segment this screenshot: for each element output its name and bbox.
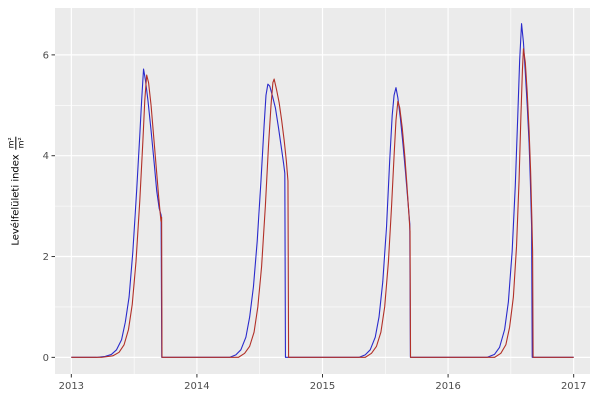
y-axis-title: Levélfelületi index m² m² — [6, 136, 26, 246]
x-axis-tick-label: 2014 — [184, 381, 209, 392]
unit-denominator: m² — [16, 137, 26, 149]
x-axis-tick-label: 2015 — [310, 381, 335, 392]
x-axis-tick-label: 2013 — [59, 381, 84, 392]
x-axis-tick-label: 2017 — [561, 381, 586, 392]
y-axis-tick-label: 6 — [43, 50, 49, 61]
y-axis-tick-label: 2 — [43, 252, 49, 263]
y-axis-title-text: Levélfelületi index — [10, 154, 22, 246]
x-axis-tick-label: 2016 — [435, 381, 460, 392]
y-axis-tick-label: 4 — [43, 151, 49, 162]
unit-numerator: m² — [6, 136, 17, 150]
y-axis-tick-label: 0 — [43, 353, 49, 364]
series-line-red — [71, 48, 574, 358]
y-axis-unit-fraction: m² m² — [6, 136, 26, 150]
